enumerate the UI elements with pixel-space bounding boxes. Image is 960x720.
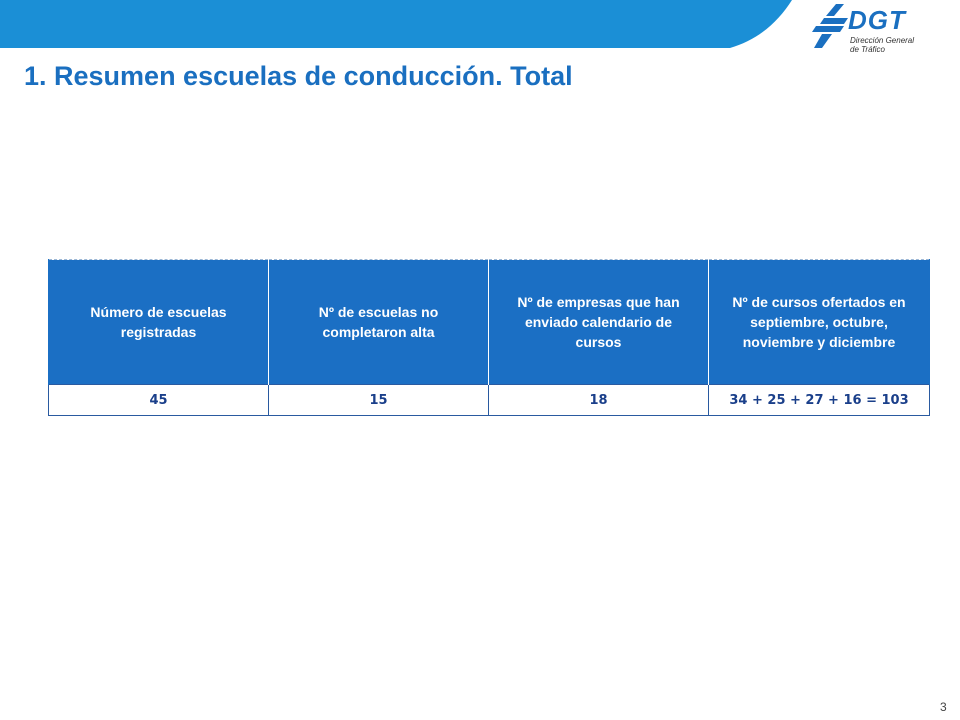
summary-table: Número de escuelas registradas Nº de esc… (48, 259, 930, 416)
dgt-logo: DGT Dirección General de Tráfico (812, 4, 952, 60)
logo-subtitle-line-1: Dirección General (850, 36, 915, 45)
column-header-incomplete-registration: Nº de escuelas no completaron alta (268, 259, 489, 385)
cell-registered-schools: 45 (48, 384, 269, 416)
column-header-registered-schools: Número de escuelas registradas (48, 259, 269, 385)
cell-companies-calendar: 18 (488, 384, 709, 416)
page-title: 1. Resumen escuelas de conducción. Total (24, 61, 573, 91)
column-header-courses-offered: Nº de cursos ofertados en septiembre, oc… (708, 259, 930, 385)
table-header-row: Número de escuelas registradas Nº de esc… (48, 259, 930, 385)
logo-subtitle-line-2: de Tráfico (850, 45, 885, 54)
table-row: 45 15 18 34 + 25 + 27 + 16 = 103 (48, 384, 930, 416)
logo-brand: DGT (848, 5, 906, 35)
column-header-companies-calendar: Nº de empresas que han enviado calendari… (488, 259, 709, 385)
page-number: 3 (940, 700, 947, 714)
logo-subtitle: Dirección General de Tráfico (850, 36, 940, 54)
dgt-logo-mark (812, 4, 848, 48)
cell-courses-offered: 34 + 25 + 27 + 16 = 103 (708, 384, 930, 416)
header-band (0, 0, 792, 48)
cell-incomplete-registration: 15 (268, 384, 489, 416)
